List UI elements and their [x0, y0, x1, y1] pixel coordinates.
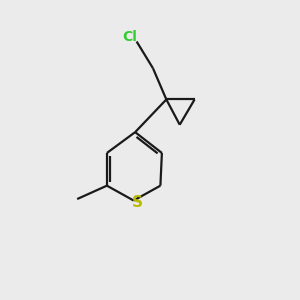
Text: Cl: Cl [122, 30, 136, 44]
Text: S: S [132, 194, 143, 209]
